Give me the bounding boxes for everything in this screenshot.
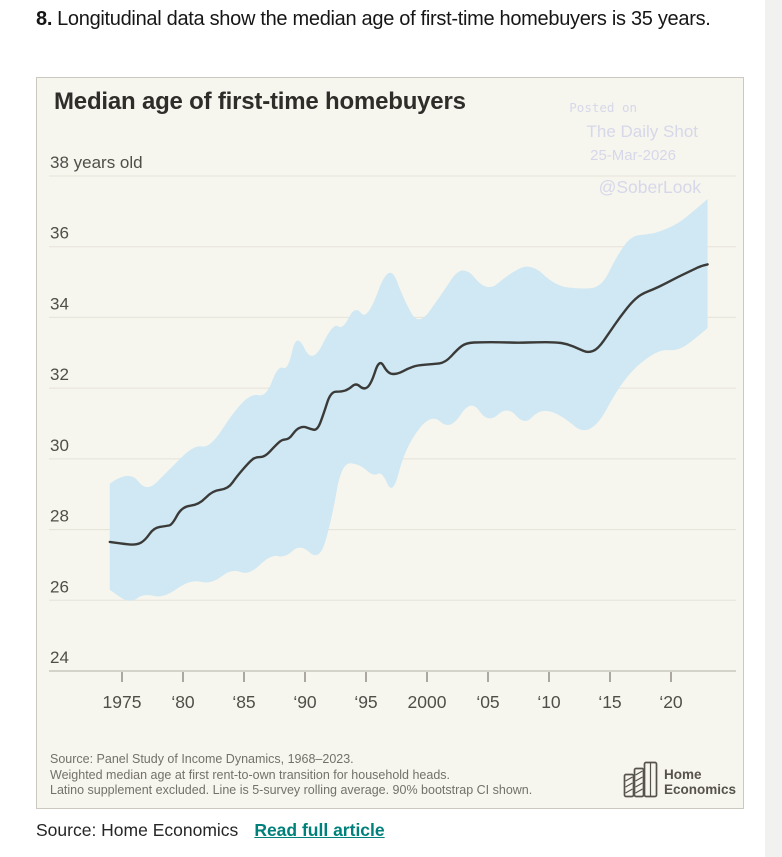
- x-tick-label: ‘80: [171, 692, 195, 712]
- watermark-daily-shot: The Daily Shot: [586, 122, 699, 141]
- x-tick-label: ‘20: [659, 692, 683, 712]
- footnote-line: Source: Panel Study of Income Dynamics, …: [50, 752, 354, 766]
- chart-panel: 38 years old 36 34 32 30 28 26 24 1975 ‘80 ‘85 ‘90 ‘…: [36, 77, 744, 809]
- scrollbar-track[interactable]: [765, 0, 782, 857]
- x-tick-label: 1975: [103, 692, 142, 712]
- median-line: [108, 263, 709, 546]
- bottom-source-row: Source: Home Economics Read full article: [36, 820, 385, 841]
- y-tick-label: 36: [50, 224, 69, 243]
- footnote-line: Weighted median age at first rent-to-own…: [50, 767, 450, 782]
- heading-number: 8.: [36, 8, 53, 30]
- page-heading: 8. Longitudinal data show the median age …: [36, 8, 756, 31]
- bottom-source-label: Source: Home Economics: [36, 820, 239, 840]
- x-tick-label: ‘95: [354, 692, 377, 712]
- x-tick-label: ‘85: [232, 692, 255, 712]
- y-tick-label: 34: [50, 294, 69, 313]
- x-tick-label: ‘05: [476, 692, 499, 712]
- watermark-posted-on: Posted on: [569, 100, 637, 115]
- y-tick-label: 26: [50, 577, 69, 596]
- y-tick-label: 28: [50, 507, 69, 526]
- heading-text: Longitudinal data show the median age of…: [57, 8, 711, 30]
- y-tick-label: 32: [50, 365, 69, 384]
- chart-plot: 38 years old 36 34 32 30 28 26 24 1975 ‘80 ‘85 ‘90 ‘…: [49, 153, 736, 712]
- footnote-line: Latino supplement excluded. Line is 5-su…: [50, 783, 533, 798]
- y-tick-label: 24: [50, 648, 69, 667]
- read-full-article-link[interactable]: Read full article: [254, 820, 385, 840]
- logo-text-home: Home: [663, 767, 702, 782]
- ci-band: [109, 199, 708, 601]
- watermark-soberlook: @SoberLook: [598, 177, 701, 197]
- x-tick-label: ‘90: [293, 692, 317, 712]
- x-tick-label: ‘15: [598, 692, 621, 712]
- home-economics-logo: Home Economics: [623, 760, 736, 798]
- x-tick-label: 2000: [408, 692, 447, 712]
- logo-text-economics: Economics: [663, 781, 736, 797]
- y-tick-label: 38 years old: [50, 153, 143, 172]
- buildings-icon: [623, 761, 658, 798]
- chart-footnotes: Source: Panel Study of Income Dynamics, …: [50, 752, 532, 799]
- watermark-date: 25-Mar-2026: [590, 147, 676, 164]
- x-tick-label: ‘10: [537, 692, 561, 712]
- chart-title: Median age of first-time homebuyers: [54, 88, 466, 115]
- y-tick-label: 30: [50, 436, 69, 455]
